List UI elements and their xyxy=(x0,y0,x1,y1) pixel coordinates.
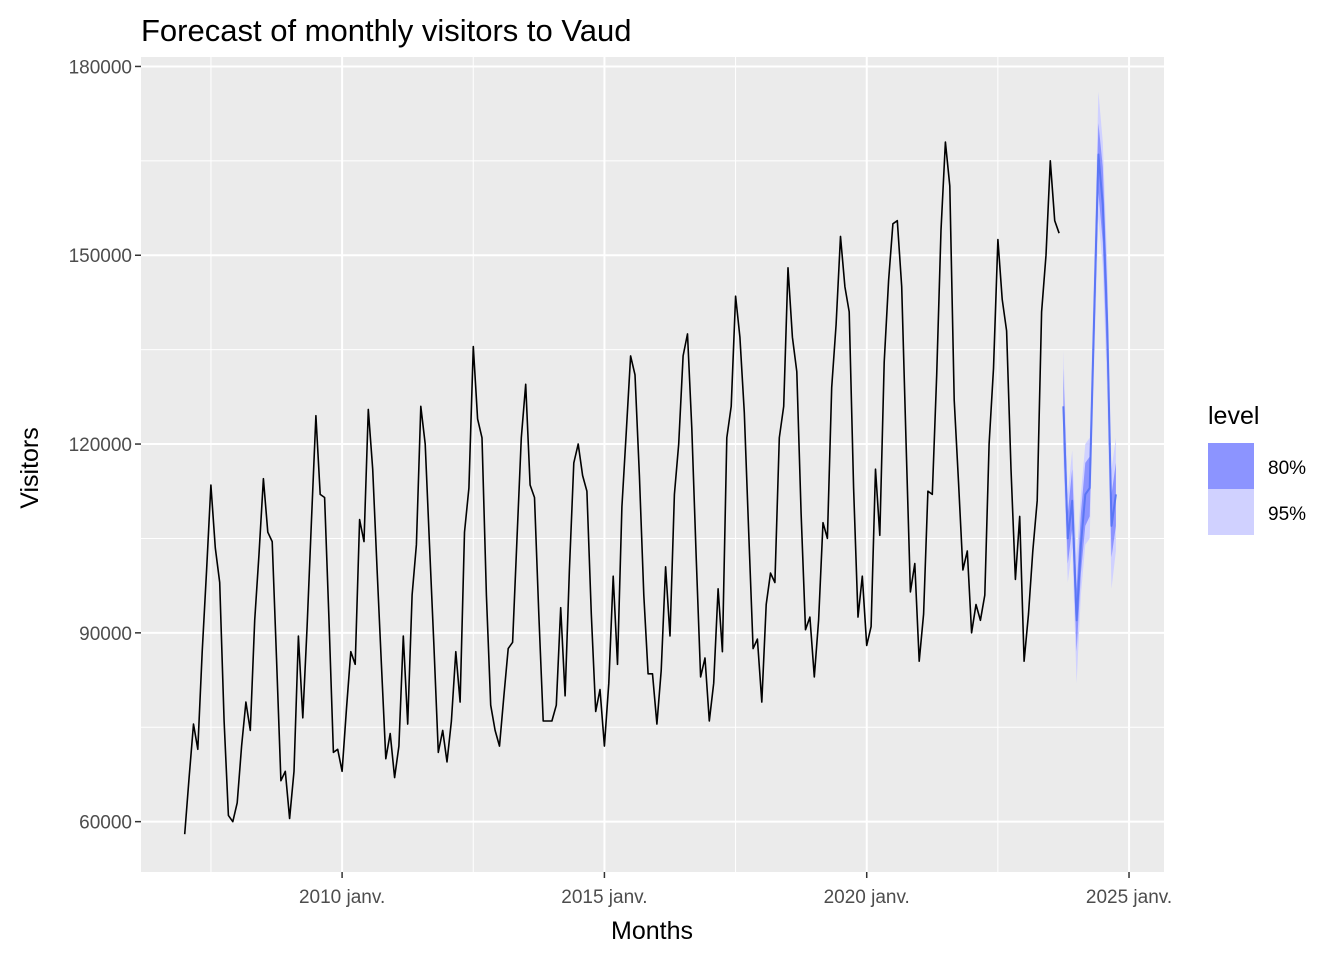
plot-panel xyxy=(141,57,1164,872)
minor-gridlines xyxy=(141,57,1164,872)
legend-label-80: 80% xyxy=(1268,458,1306,479)
legend-swatch-80 xyxy=(1208,443,1254,489)
history-line xyxy=(183,141,1060,835)
y-tick-label: 180000 xyxy=(69,57,132,78)
legend: level 80% 95% xyxy=(1208,402,1306,535)
legend-title: level xyxy=(1208,402,1259,430)
legend-swatch-95 xyxy=(1208,489,1254,535)
chart-title: Forecast of monthly visitors to Vaud xyxy=(141,13,631,48)
y-axis-title: Visitors xyxy=(16,427,44,509)
major-gridlines xyxy=(141,57,1164,872)
y-tick-label: 150000 xyxy=(69,246,132,267)
forecast-intervals xyxy=(1063,91,1116,684)
x-tick-label: 2025 janv. xyxy=(1086,887,1172,908)
y-tick-label: 120000 xyxy=(69,435,132,456)
y-tick-label: 90000 xyxy=(79,624,132,645)
x-tick-label: 2015 janv. xyxy=(561,887,647,908)
series-lines xyxy=(183,141,1117,835)
x-axis-title: Months xyxy=(611,917,693,945)
legend-label-95: 95% xyxy=(1268,504,1306,525)
forecast-mean-line xyxy=(1062,153,1117,622)
axes: 60000 90000 120000 150000 180000 2010 janv. 20… xyxy=(69,57,1173,908)
x-tick-label: 2010 janv. xyxy=(299,887,385,908)
x-tick-label: 2020 janv. xyxy=(824,887,910,908)
y-tick-label: 60000 xyxy=(79,813,132,834)
